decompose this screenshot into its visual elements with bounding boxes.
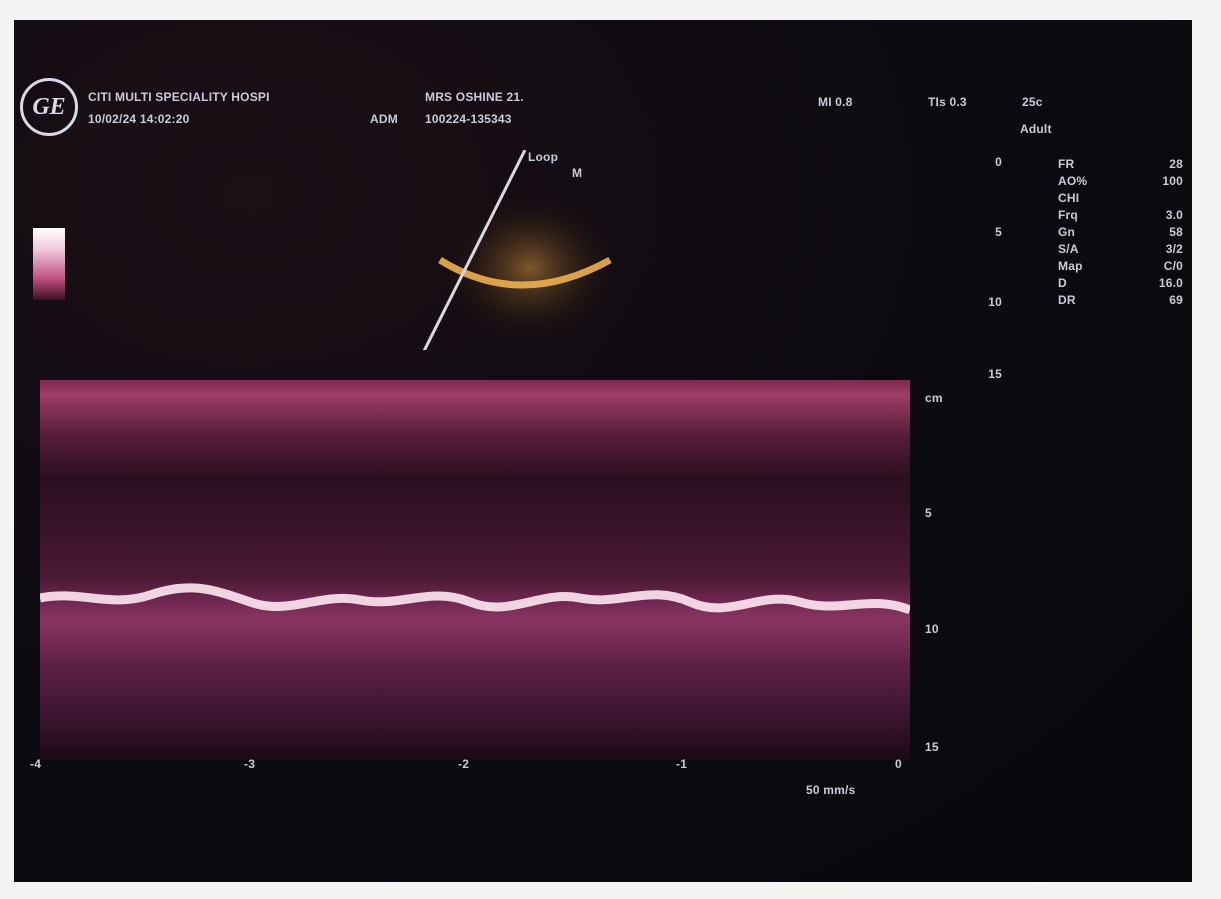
sweep-speed: 50 mm/s bbox=[806, 783, 855, 797]
frame-rate: 25c bbox=[1022, 95, 1043, 109]
param-value: 3.0 bbox=[1123, 208, 1183, 222]
param-value: 58 bbox=[1123, 225, 1183, 239]
m-depth-label: 10 bbox=[925, 622, 939, 636]
time-label: -1 bbox=[676, 757, 687, 771]
m-depth-label: cm bbox=[925, 391, 943, 405]
photo: GE CITI MULTI SPECIALITY HOSPI MRS OSHIN… bbox=[0, 0, 1221, 899]
param-value: 28 bbox=[1123, 157, 1183, 171]
b-mode-image bbox=[420, 150, 620, 350]
time-label: -3 bbox=[244, 757, 255, 771]
param-value: 16.0 bbox=[1123, 276, 1183, 290]
param-value: 3/2 bbox=[1123, 242, 1183, 256]
depth-label: 5 bbox=[942, 225, 1002, 239]
hospital: CITI MULTI SPECIALITY HOSPI bbox=[88, 90, 270, 104]
param-name: CHI bbox=[1058, 191, 1079, 205]
m-depth-label: 5 bbox=[925, 506, 932, 520]
param-value: 100 bbox=[1123, 174, 1183, 188]
trace-line bbox=[40, 380, 910, 760]
depth-label: 15 bbox=[942, 367, 1002, 381]
preset: Adult bbox=[1020, 122, 1052, 136]
param-value: 69 bbox=[1123, 293, 1183, 307]
param-name: Map bbox=[1058, 259, 1083, 273]
param-name: AO% bbox=[1058, 174, 1087, 188]
probe-mode: M bbox=[572, 166, 582, 180]
param-value: C/0 bbox=[1123, 259, 1183, 273]
time-label: 0 bbox=[895, 757, 902, 771]
m-depth-label: 15 bbox=[925, 740, 939, 754]
patient: MRS OSHINE 21. bbox=[425, 90, 524, 104]
param-name: S/A bbox=[1058, 242, 1079, 256]
time-label: -4 bbox=[30, 757, 41, 771]
depth-label: 10 bbox=[942, 295, 1002, 309]
logo: GE bbox=[20, 78, 78, 136]
operator: ADM bbox=[370, 112, 398, 126]
param-name: Frq bbox=[1058, 208, 1078, 222]
param-name: DR bbox=[1058, 293, 1076, 307]
depth-label: 0 bbox=[942, 155, 1002, 169]
m-mode-trace bbox=[40, 380, 910, 760]
param-name: Gn bbox=[1058, 225, 1075, 239]
tis: TIs 0.3 bbox=[928, 95, 967, 109]
param-name: D bbox=[1058, 276, 1067, 290]
probe-label: Loop bbox=[528, 150, 558, 164]
color-bar bbox=[33, 228, 65, 300]
param-name: FR bbox=[1058, 157, 1074, 171]
datetime: 10/02/24 14:02:20 bbox=[88, 112, 189, 126]
mi: MI 0.8 bbox=[818, 95, 853, 109]
exam-id: 100224-135343 bbox=[425, 112, 512, 126]
time-label: -2 bbox=[458, 757, 469, 771]
